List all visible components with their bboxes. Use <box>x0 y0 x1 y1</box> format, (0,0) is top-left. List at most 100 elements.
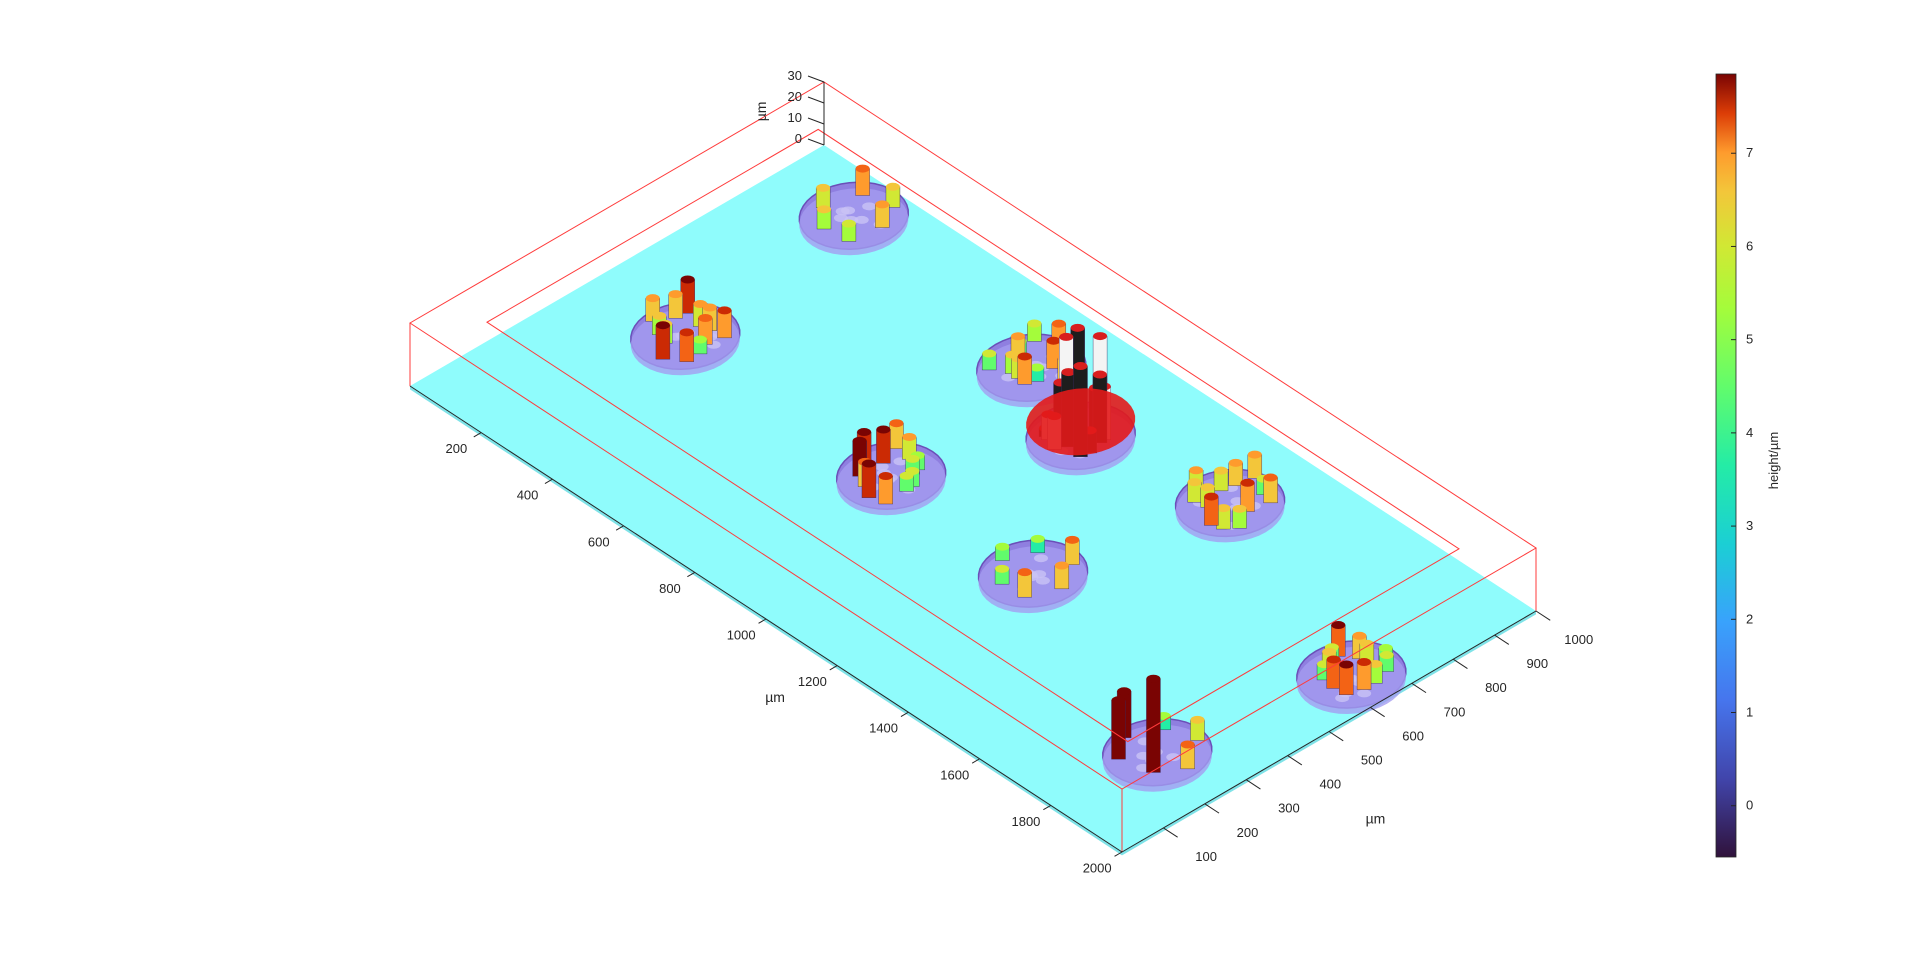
z-tick <box>807 117 825 125</box>
colorbar-tick-label: 5 <box>1746 332 1753 347</box>
pillar <box>679 332 694 362</box>
colorbar-tick-label: 3 <box>1746 518 1753 533</box>
pillar-top <box>885 182 900 191</box>
pillar-top <box>1111 696 1126 705</box>
y-tick-label: 600 <box>1402 728 1424 743</box>
x-tick-label: 1800 <box>1011 814 1040 829</box>
pillar-top <box>1027 319 1042 328</box>
x-tick <box>473 432 482 438</box>
pillar-top <box>1214 466 1229 475</box>
pillar-top <box>817 205 832 214</box>
pillar-top <box>1190 715 1205 724</box>
pillar-top <box>816 183 831 192</box>
well-6 <box>1174 450 1286 543</box>
y-tick-label: 700 <box>1444 704 1466 719</box>
pillar-top <box>841 219 856 228</box>
z-tick-label: 0 <box>795 131 802 146</box>
pillar-top <box>1379 651 1394 660</box>
x-tick <box>615 525 624 531</box>
well-4 <box>836 419 947 516</box>
y-tick <box>1204 803 1220 814</box>
x-tick-label: 2000 <box>1083 860 1112 875</box>
pillar-top <box>1263 473 1278 482</box>
pillar <box>1017 356 1032 385</box>
pillar-top <box>1200 483 1215 492</box>
y-tick <box>1411 682 1427 694</box>
saturated-cap <box>1026 388 1136 456</box>
colorbar: 0 1 2 3 4 5 6 7 height/µm <box>1715 73 1781 858</box>
pillar-top <box>857 428 872 437</box>
y-tick <box>1535 610 1551 621</box>
pillar-top <box>1051 319 1066 328</box>
y-tick-label: 500 <box>1361 752 1383 767</box>
y-tick <box>1370 706 1385 718</box>
pillar <box>855 168 870 196</box>
x-tick <box>758 618 767 624</box>
y-tick-label: 200 <box>1237 825 1259 840</box>
z-tick-label: 20 <box>788 89 802 104</box>
pillar-top <box>889 419 904 428</box>
y-tick <box>1163 827 1178 838</box>
x-tick-label: 200 <box>446 441 468 456</box>
y-tick-label: 100 <box>1195 849 1217 864</box>
pillar <box>655 324 671 360</box>
well-1 <box>798 164 909 256</box>
x-tick-label: 1600 <box>940 767 969 782</box>
colorbar-tick-label: 0 <box>1746 798 1753 813</box>
pillar-top <box>1322 647 1337 656</box>
pillar-top <box>1046 336 1061 345</box>
pillar-top <box>645 294 660 303</box>
well-7 <box>977 534 1089 614</box>
colorbar-tick-label: 6 <box>1746 238 1753 253</box>
pillar-top <box>1378 643 1393 652</box>
pillar-top <box>679 328 694 337</box>
pillar-top <box>692 335 707 344</box>
axes-layer: 200400600800100012001400160018002000µm10… <box>409 68 1593 875</box>
pillar-top <box>1216 504 1231 513</box>
box-inner-frame <box>486 128 1460 743</box>
x-tick <box>829 665 838 671</box>
y-tick <box>1328 731 1344 742</box>
z-tick-label: 30 <box>788 68 802 83</box>
pillar-top <box>1357 658 1372 667</box>
pillar <box>717 310 732 339</box>
colorbar-tick-label: 4 <box>1746 425 1753 440</box>
pillar-top <box>1093 332 1108 341</box>
y-tick <box>1287 755 1303 766</box>
x-tick-label: 1000 <box>727 627 756 642</box>
pillar-top <box>1010 332 1025 341</box>
y-tick-label: 800 <box>1485 680 1507 695</box>
pillar-top <box>1065 535 1080 544</box>
pillar-top <box>995 564 1010 573</box>
pillar-top <box>852 436 867 445</box>
pillar-top <box>1030 534 1045 543</box>
pillar <box>1204 496 1219 526</box>
pillar-top <box>1187 478 1202 487</box>
pillar-top <box>1017 568 1032 577</box>
x-tick <box>687 571 696 578</box>
pillar-top <box>1189 466 1204 475</box>
pillar <box>861 463 877 498</box>
colorbar-tick-label: 1 <box>1746 705 1753 720</box>
pillar-top <box>1029 363 1044 372</box>
pillar-top <box>652 311 667 320</box>
z-tick <box>807 75 825 83</box>
axis-bounding-box <box>409 81 1537 852</box>
pillar-top <box>680 275 695 284</box>
z-axis-label: µm <box>753 102 769 122</box>
colorbar-gradient <box>1715 73 1737 858</box>
wells-layer <box>630 164 1407 792</box>
pillar-top <box>905 454 920 463</box>
x-tick <box>1114 851 1123 857</box>
pillar-top <box>698 314 713 323</box>
well-2 <box>630 275 741 376</box>
pillar-top <box>668 290 683 299</box>
x-tick-label: 600 <box>588 534 610 549</box>
well-8 <box>1296 621 1407 714</box>
colorbar-label: height/µm <box>1766 432 1781 489</box>
colorbar-tick-label: 7 <box>1746 145 1753 160</box>
y-tick <box>1494 634 1510 645</box>
z-tick-label: 10 <box>788 110 802 125</box>
pillar-top <box>1073 362 1088 371</box>
